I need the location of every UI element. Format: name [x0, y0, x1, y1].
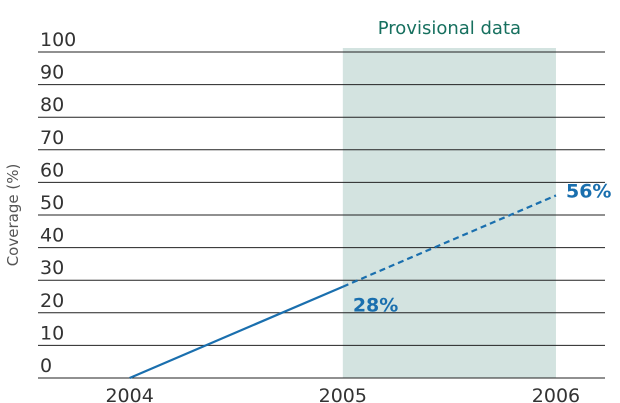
y-tick-label: 60: [40, 159, 64, 181]
y-tick-label: 50: [40, 192, 64, 214]
y-tick-label: 90: [40, 62, 64, 84]
x-tick-label: 2006: [532, 385, 580, 403]
line-segment: [129, 285, 344, 380]
x-tick-label: 2004: [105, 385, 153, 403]
band-label: Provisional data: [378, 18, 521, 39]
provisional-band: [342, 48, 556, 378]
y-tick-label: 80: [40, 94, 64, 116]
y-tick-label: 30: [40, 257, 64, 279]
data-label: 28%: [353, 295, 398, 317]
y-tick-label: 10: [40, 322, 64, 344]
y-tick-label: 40: [40, 225, 64, 247]
data-label: 56%: [566, 180, 611, 202]
y-tick-label: 20: [40, 290, 64, 312]
y-tick-label: 100: [40, 29, 76, 51]
y-tick-label: 0: [40, 355, 52, 377]
y-tick-label: 70: [40, 127, 64, 149]
y-axis-label: Coverage (%): [4, 164, 22, 267]
line-provisional: [342, 194, 557, 288]
x-tick-label: 2005: [319, 385, 367, 403]
